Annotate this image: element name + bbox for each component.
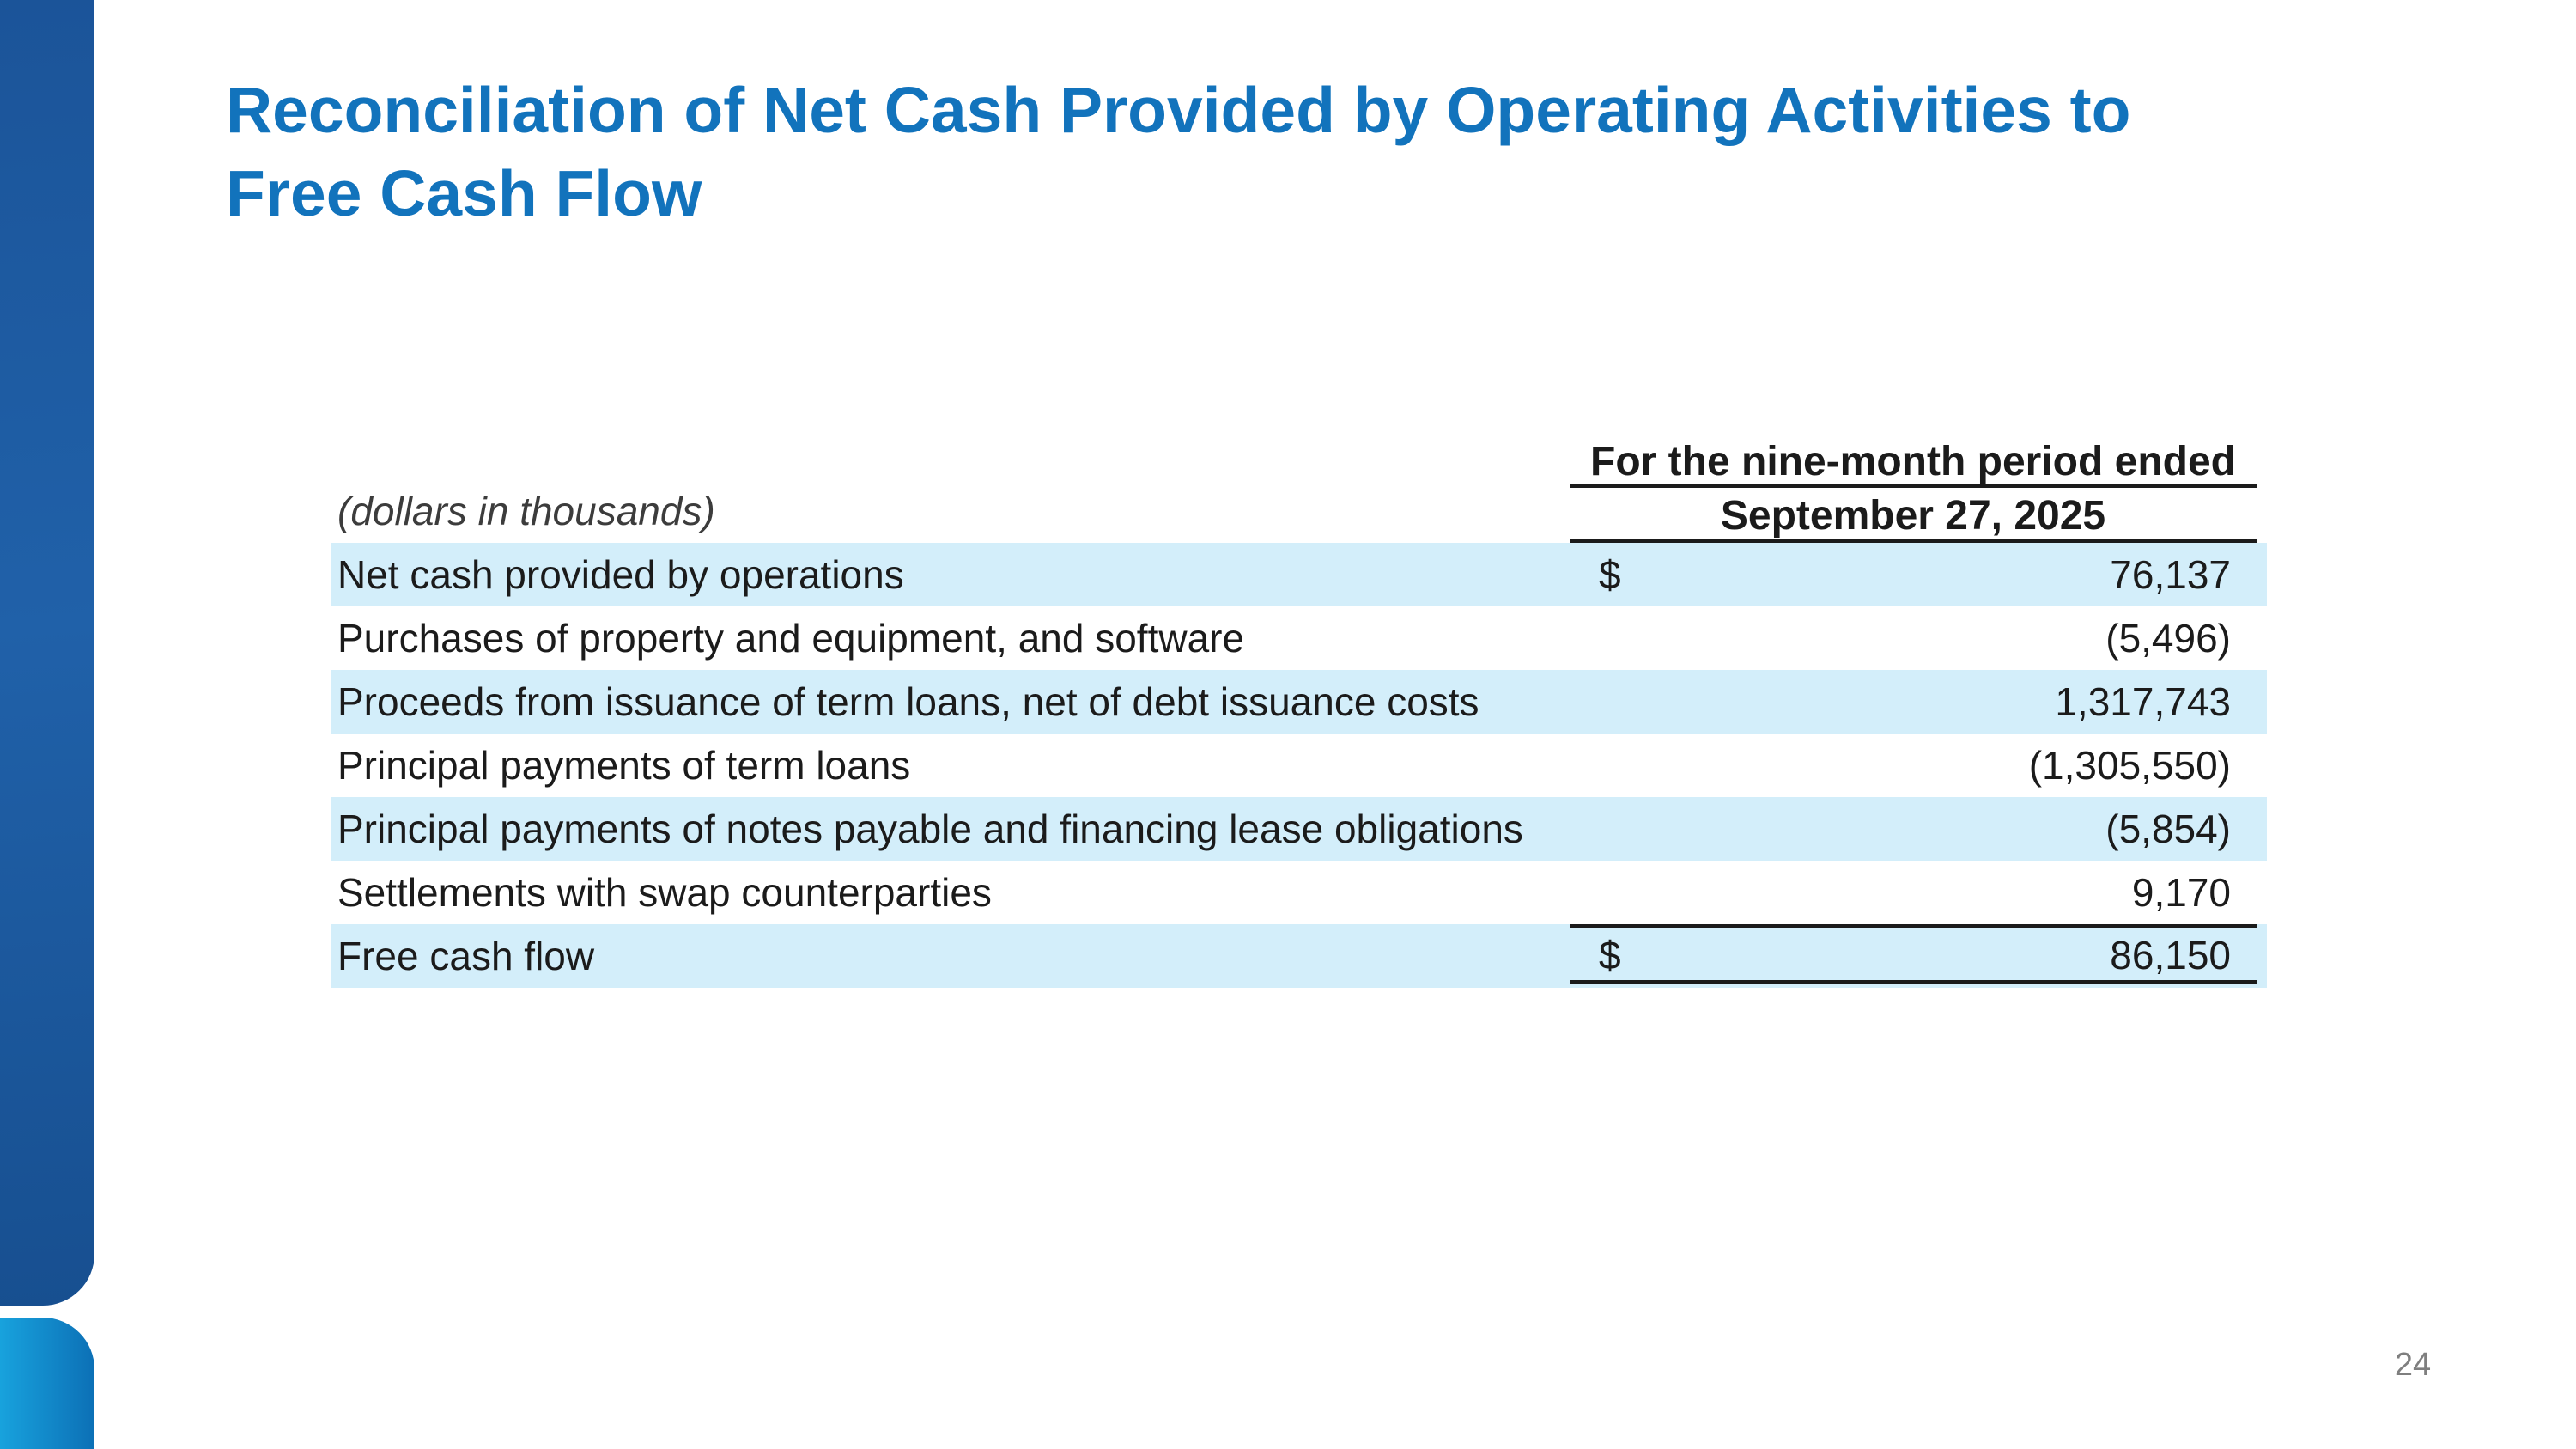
row-label: Principal payments of term loans — [337, 743, 911, 788]
table-body: Net cash provided by operations $ 76,137… — [331, 543, 2267, 988]
row-value-cell: (1,305,550) — [1570, 734, 2257, 797]
row-value-cell: $ 86,150 — [1570, 924, 2257, 984]
row-value-cell: 9,170 — [1570, 861, 2257, 924]
row-value: (1,305,550) — [2028, 743, 2231, 788]
slide-title-line1: Reconciliation of Net Cash Provided by O… — [226, 74, 2131, 146]
currency-symbol: $ — [1599, 933, 1621, 977]
table-row: Proceeds from issuance of term loans, ne… — [331, 670, 2267, 734]
free-cash-flow-table: For the nine-month period ended Septembe… — [331, 440, 2267, 994]
row-value-cell: (5,854) — [1570, 797, 2257, 861]
row-label: Free cash flow — [337, 934, 595, 978]
table-row: Principal payments of notes payable and … — [331, 797, 2267, 861]
row-value: (5,496) — [2105, 616, 2231, 661]
slide-title: Reconciliation of Net Cash Provided by O… — [226, 69, 2424, 235]
left-accent-bar-bottom — [0, 1318, 94, 1449]
table-period-header: For the nine-month period ended — [1570, 440, 2257, 488]
row-label: Proceeds from issuance of term loans, ne… — [337, 679, 1479, 724]
table-row: Settlements with swap counterparties 9,1… — [331, 861, 2267, 924]
row-label: Purchases of property and equipment, and… — [337, 616, 1245, 661]
row-value: 1,317,743 — [2055, 679, 2231, 724]
table-date-header: September 27, 2025 — [1570, 491, 2257, 543]
row-value-cell: 1,317,743 — [1570, 670, 2257, 734]
table-units-note: (dollars in thousands) — [337, 489, 715, 533]
table-row: Net cash provided by operations $ 76,137 — [331, 543, 2267, 606]
row-value: 76,137 — [2110, 552, 2231, 597]
table-row-total: Free cash flow $ 86,150 — [331, 924, 2267, 988]
row-label: Net cash provided by operations — [337, 552, 904, 597]
row-value: (5,854) — [2105, 807, 2231, 851]
row-label: Settlements with swap counterparties — [337, 870, 992, 915]
table-row: Principal payments of term loans (1,305,… — [331, 734, 2267, 797]
currency-symbol: $ — [1599, 552, 1621, 597]
left-accent-bar-top — [0, 0, 94, 1306]
row-value-cell: $ 76,137 — [1570, 543, 2257, 606]
row-value: 86,150 — [2110, 933, 2231, 977]
page-number: 24 — [2394, 1347, 2432, 1383]
row-value-cell: (5,496) — [1570, 606, 2257, 670]
row-value: 9,170 — [2131, 870, 2231, 915]
table-row: Purchases of property and equipment, and… — [331, 606, 2267, 670]
slide-title-line2: Free Cash Flow — [226, 157, 702, 229]
row-label: Principal payments of notes payable and … — [337, 807, 1523, 851]
